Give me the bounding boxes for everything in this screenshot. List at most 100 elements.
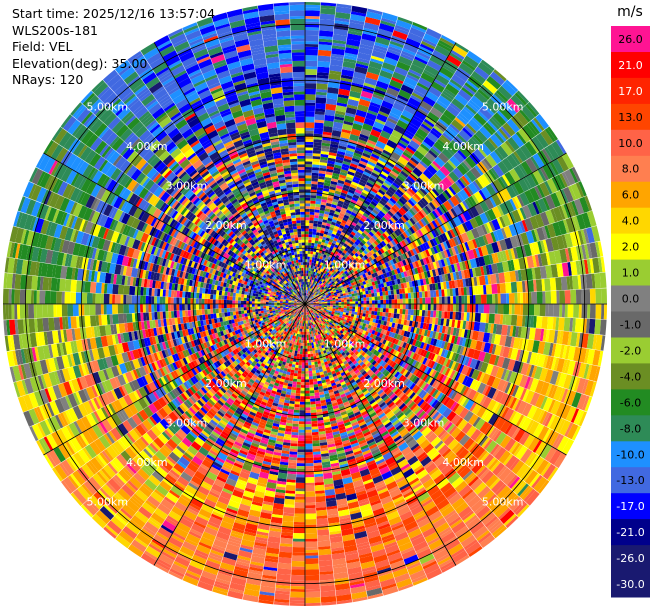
ray-gate — [313, 223, 318, 227]
ray-gate — [391, 299, 395, 304]
ray-gate — [305, 292, 307, 296]
ray-gate — [312, 257, 315, 261]
ray-gate — [339, 80, 352, 86]
ray-gate — [427, 297, 431, 304]
ray-gate — [310, 192, 317, 196]
ray-gate — [363, 300, 367, 304]
ray-gate — [366, 163, 375, 170]
ray-gate — [354, 149, 363, 156]
ray-gate — [405, 298, 409, 304]
ray-gate — [319, 167, 327, 172]
ray-gate — [402, 48, 417, 57]
ray-gate — [329, 238, 334, 243]
ray-gate — [305, 217, 310, 221]
ray-gate — [379, 291, 383, 296]
ray-gate — [316, 249, 320, 253]
ray-gate — [312, 167, 320, 171]
ray-gate — [345, 176, 353, 182]
ray-gate — [358, 46, 373, 56]
ray-gate — [330, 183, 337, 188]
ray-gate — [387, 46, 402, 54]
ray-gate — [360, 128, 371, 137]
ray-gate — [414, 56, 428, 65]
ray-gate — [479, 275, 486, 286]
ray-gate — [309, 217, 314, 221]
ray-gate — [412, 22, 428, 31]
ray-gate — [332, 172, 340, 177]
ray-gate — [343, 120, 354, 126]
ray-gate — [366, 307, 370, 311]
ray-gate — [366, 304, 370, 308]
ray-gate — [350, 183, 358, 189]
ray-gate — [341, 69, 355, 77]
ray-gate — [326, 163, 335, 168]
ray-gate — [315, 94, 327, 99]
ray-gate — [353, 120, 364, 126]
ray-gate — [308, 236, 312, 241]
ray-gate — [366, 142, 376, 149]
ray-gate — [315, 281, 318, 285]
ray-gate — [370, 96, 383, 106]
ray-gate — [318, 235, 323, 240]
ray-gate — [351, 196, 359, 202]
ray-gate — [323, 245, 327, 250]
ray-gate — [444, 296, 448, 304]
ray-gate — [368, 60, 383, 70]
ray-gate — [346, 297, 350, 300]
ray-gate — [305, 41, 319, 45]
ray-gate — [311, 259, 315, 263]
ray-gate — [311, 242, 315, 246]
ray-gate — [342, 217, 349, 222]
ray-gate — [425, 297, 429, 304]
ray-gate — [319, 19, 335, 26]
ray-gate — [307, 290, 310, 294]
ray-gate — [310, 268, 313, 272]
ray-gate — [336, 96, 349, 105]
ray-gate — [310, 288, 313, 292]
ray-gate — [305, 264, 307, 268]
ray-gate — [321, 148, 330, 153]
ray-gate — [305, 259, 308, 263]
ray-gate — [510, 281, 518, 293]
ray-gate — [369, 155, 379, 162]
ray-gate — [343, 308, 347, 311]
ray-gate — [380, 307, 384, 313]
ray-gate — [346, 104, 358, 110]
ray-gate — [333, 121, 344, 129]
ray-gate — [528, 304, 535, 316]
ray-gate — [305, 29, 319, 36]
ray-gate — [319, 207, 326, 211]
ray-gate — [312, 150, 321, 154]
ray-gate — [338, 142, 348, 148]
ray-gate — [305, 203, 311, 207]
ray-gate — [331, 204, 337, 209]
ray-gate — [360, 90, 373, 100]
ray-gate — [305, 83, 317, 89]
ray-gate — [355, 298, 359, 302]
ray-gate — [305, 206, 310, 210]
ray-gate — [305, 248, 308, 251]
ray-gate — [362, 123, 373, 132]
ray-gate — [396, 294, 400, 300]
ray-gate — [377, 304, 381, 308]
ray-gate — [363, 307, 367, 311]
ray-gate — [310, 195, 317, 199]
ray-gate — [408, 68, 422, 78]
ray-gate — [318, 218, 323, 222]
ray-gate — [308, 284, 311, 288]
ray-gate — [309, 253, 313, 258]
ray-gate — [374, 300, 378, 304]
ray-gate — [334, 235, 340, 240]
ray-gate — [388, 294, 392, 300]
ray-gate — [316, 187, 324, 191]
ray-gate — [415, 53, 430, 63]
ray-gate — [305, 295, 307, 299]
ray-gate — [313, 284, 317, 288]
ray-gate — [322, 263, 326, 267]
ray-gate — [309, 288, 311, 291]
ray-gate — [314, 254, 318, 259]
ray-gate — [305, 178, 312, 182]
ray-gate — [309, 209, 315, 213]
ray-gate — [332, 34, 348, 42]
ray-gate — [390, 107, 403, 117]
